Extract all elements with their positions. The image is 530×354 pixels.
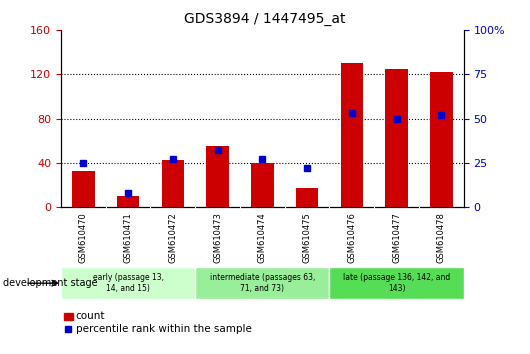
Bar [206, 146, 229, 207]
Bar [61, 267, 195, 299]
Text: GSM610473: GSM610473 [213, 212, 222, 263]
Text: percentile rank within the sample: percentile rank within the sample [76, 324, 252, 334]
Text: GSM610477: GSM610477 [392, 212, 401, 263]
Text: GSM610478: GSM610478 [437, 212, 446, 263]
Text: count: count [76, 312, 105, 321]
Text: early (passage 13,
14, and 15): early (passage 13, 14, and 15) [93, 274, 164, 293]
Bar [72, 171, 94, 207]
Text: GSM610475: GSM610475 [303, 212, 312, 263]
Bar [430, 72, 453, 207]
Bar [117, 196, 139, 207]
Text: GSM610471: GSM610471 [123, 212, 132, 263]
Bar [195, 267, 330, 299]
Text: GSM610472: GSM610472 [169, 212, 178, 263]
Text: development stage: development stage [3, 278, 98, 288]
Text: GSM610470: GSM610470 [79, 212, 88, 263]
Text: intermediate (passages 63,
71, and 73): intermediate (passages 63, 71, and 73) [210, 274, 315, 293]
Bar [341, 63, 363, 207]
Text: GDS3894 / 1447495_at: GDS3894 / 1447495_at [184, 12, 346, 27]
Bar [296, 188, 319, 207]
Text: GSM610476: GSM610476 [347, 212, 356, 263]
Bar [251, 163, 273, 207]
Text: late (passage 136, 142, and
143): late (passage 136, 142, and 143) [343, 274, 450, 293]
Bar [162, 160, 184, 207]
Text: GSM610474: GSM610474 [258, 212, 267, 263]
Bar [385, 69, 408, 207]
Bar [330, 267, 464, 299]
